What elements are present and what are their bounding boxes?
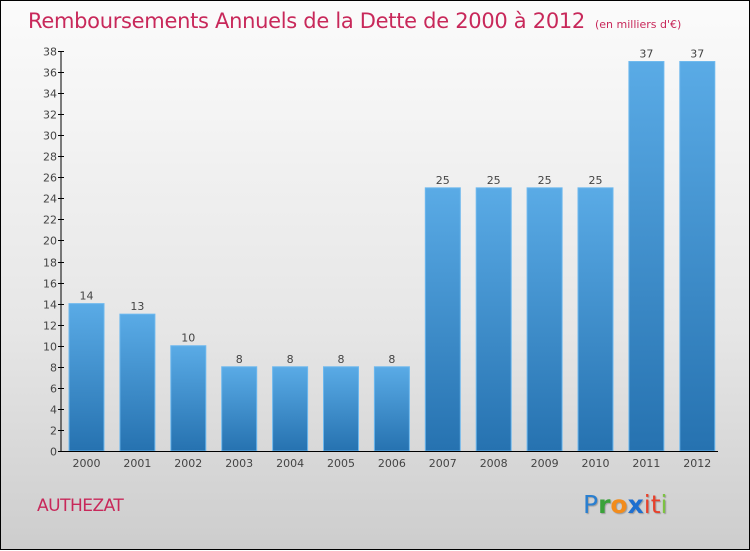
axes-group: 2000 2001 2002 2003 2004 2005 2006 2007 2008 2009… <box>43 46 718 470</box>
y-tick-label-20: 20 <box>43 235 57 248</box>
y-tick-label-12: 12 <box>43 320 57 333</box>
y-tick-label-16: 16 <box>43 278 57 291</box>
bar-2011 <box>628 61 665 452</box>
data-label-2012: 37 <box>690 48 704 61</box>
y-tick-label-32: 32 <box>43 109 57 122</box>
logo-letter: P <box>583 490 599 519</box>
x-tick-label-2011: 2011 <box>632 457 660 470</box>
logo-letter: x <box>627 490 644 519</box>
bar-2010 <box>577 187 614 452</box>
y-tick-label-4: 4 <box>50 404 57 417</box>
y-tick-label-38: 38 <box>43 46 57 59</box>
chart-title: Remboursements Annuels de la Dette de 20… <box>28 9 681 33</box>
y-tick-label-22: 22 <box>43 214 57 227</box>
x-tick-label-2007: 2007 <box>429 457 457 470</box>
x-tick-label-2012: 2012 <box>683 457 711 470</box>
y-tick-label-10: 10 <box>43 341 57 354</box>
bar-2003 <box>221 366 258 452</box>
chart-title-text: Remboursements Annuels de la Dette de 20… <box>28 9 585 33</box>
town-name: AUTHEZAT <box>37 496 124 516</box>
data-label-2004: 8 <box>287 353 294 366</box>
data-label-2010: 25 <box>589 174 603 187</box>
bar-2012 <box>679 61 716 452</box>
y-tick-label-2: 2 <box>50 425 57 438</box>
logo-letter: it <box>643 490 661 519</box>
data-label-2001: 13 <box>130 300 144 313</box>
x-tick-label-2009: 2009 <box>531 457 559 470</box>
logo-letter: o <box>610 490 628 519</box>
x-tick-label-2003: 2003 <box>225 457 253 470</box>
y-tick-label-36: 36 <box>43 67 57 80</box>
x-tick-label-2004: 2004 <box>276 457 304 470</box>
x-tick-label-2008: 2008 <box>480 457 508 470</box>
x-tick-label-2001: 2001 <box>123 457 151 470</box>
y-tick-label-28: 28 <box>43 151 57 164</box>
x-tick-label-2010: 2010 <box>582 457 610 470</box>
data-label-2006: 8 <box>388 353 395 366</box>
y-tick-label-34: 34 <box>43 88 57 101</box>
logo-letter: r <box>598 490 611 519</box>
bar-2005 <box>323 366 359 452</box>
x-tick-label-2005: 2005 <box>327 457 355 470</box>
data-label-2003: 8 <box>236 353 243 366</box>
proxiti-logo: Proxiti <box>583 490 667 519</box>
data-label-2011: 37 <box>639 48 653 61</box>
data-label-2000: 14 <box>80 290 94 303</box>
data-label-2008: 25 <box>487 174 501 187</box>
bar-2000 <box>68 303 105 452</box>
data-label-2002: 10 <box>181 332 195 345</box>
y-tick-label-30: 30 <box>43 130 57 143</box>
x-tick-label-2006: 2006 <box>378 457 406 470</box>
y-tick-label-18: 18 <box>43 257 57 270</box>
y-tick-label-24: 24 <box>43 193 57 206</box>
bar-2004 <box>272 366 309 452</box>
bar-2002 <box>170 345 207 452</box>
bar-2006 <box>373 366 410 452</box>
x-tick-label-2002: 2002 <box>174 457 202 470</box>
y-tick-label-26: 26 <box>43 172 57 185</box>
x-tick-label-2000: 2000 <box>73 457 101 470</box>
bar-2008 <box>475 187 512 452</box>
bars-group: 14 13 10 8 8 8 8 25 25 25 25 37 37 <box>68 48 716 452</box>
y-tick-label-0: 0 <box>50 446 57 459</box>
bar-2001 <box>119 313 156 452</box>
chart-subtitle: (en milliers d'€) <box>595 18 682 31</box>
bar-2009 <box>526 187 563 452</box>
bar-2007 <box>424 187 461 452</box>
y-tick-label-6: 6 <box>50 383 57 396</box>
data-label-2005: 8 <box>338 353 345 366</box>
data-label-2007: 25 <box>436 174 450 187</box>
y-tick-label-8: 8 <box>50 362 57 375</box>
data-label-2009: 25 <box>538 174 552 187</box>
logo-letter: i <box>660 490 668 519</box>
y-tick-label-14: 14 <box>43 299 57 312</box>
